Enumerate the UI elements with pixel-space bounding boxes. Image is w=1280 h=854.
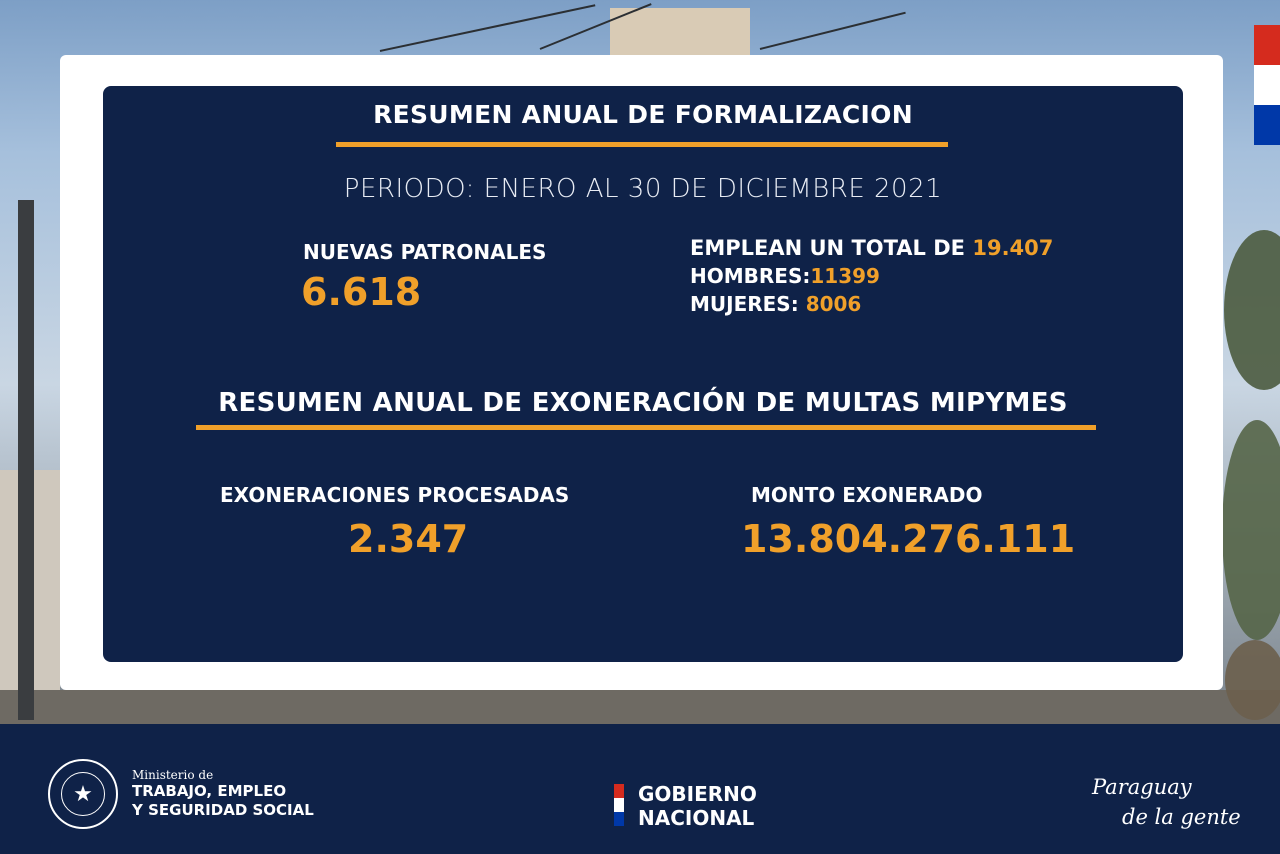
ministry-small-text: Ministerio de (132, 768, 214, 782)
gobierno-nacional-logo: GOBIERNO NACIONAL (638, 782, 757, 830)
monto-exonerado-label: MONTO EXONERADO (751, 483, 983, 507)
title-underline (336, 142, 948, 147)
gobierno-line2: NACIONAL (638, 806, 755, 830)
title2-underline (196, 425, 1096, 430)
ministry-logo-text: Ministerio de TRABAJO, EMPLEO Y SEGURIDA… (132, 768, 314, 820)
summary-panel: RESUMEN ANUAL DE FORMALIZACION PERIODO: … (103, 86, 1183, 662)
exoneraciones-procesadas-value: 2.347 (348, 517, 469, 561)
emplean-value: 19.407 (972, 236, 1054, 260)
exoneraciones-procesadas-label: EXONERACIONES PROCESADAS (220, 483, 570, 507)
formalizacion-title: RESUMEN ANUAL DE FORMALIZACION (373, 100, 913, 129)
ministry-line2: Y SEGURIDAD SOCIAL (132, 801, 314, 819)
paraguay-flag-stripe (1254, 25, 1280, 145)
slogan-text: Paraguay de la gente (1092, 772, 1241, 832)
slogan-line1: Paraguay (1092, 775, 1192, 799)
hombres-line: HOMBRES:11399 (690, 264, 880, 288)
exoneracion-title: RESUMEN ANUAL DE EXONERACIÓN DE MULTAS M… (218, 388, 1068, 418)
hombres-label: HOMBRES: (690, 264, 811, 288)
gobierno-flag-icon (614, 784, 624, 826)
emplean-label: EMPLEAN UN TOTAL DE (690, 236, 973, 260)
monto-exonerado-value: 13.804.276.111 (741, 517, 1076, 561)
emplean-line: EMPLEAN UN TOTAL DE 19.407 (690, 236, 1053, 260)
ministry-line1: TRABAJO, EMPLEO (132, 782, 287, 800)
gobierno-line1: GOBIERNO (638, 782, 757, 806)
mujeres-label: MUJERES: (690, 292, 806, 316)
nuevas-patronales-value: 6.618 (301, 270, 422, 314)
mujeres-value: 8006 (805, 292, 862, 316)
footer-bar: ★ Ministerio de TRABAJO, EMPLEO Y SEGURI… (0, 724, 1280, 854)
slogan-line2: de la gente (1122, 805, 1241, 829)
nuevas-patronales-label: NUEVAS PATRONALES (303, 240, 547, 264)
paraguay-seal-icon: ★ (48, 759, 118, 829)
mujeres-line: MUJERES: 8006 (690, 292, 861, 316)
hombres-value: 11399 (810, 264, 880, 288)
period-text: PERIODO: ENERO AL 30 DE DICIEMBRE 2021 (343, 174, 943, 204)
